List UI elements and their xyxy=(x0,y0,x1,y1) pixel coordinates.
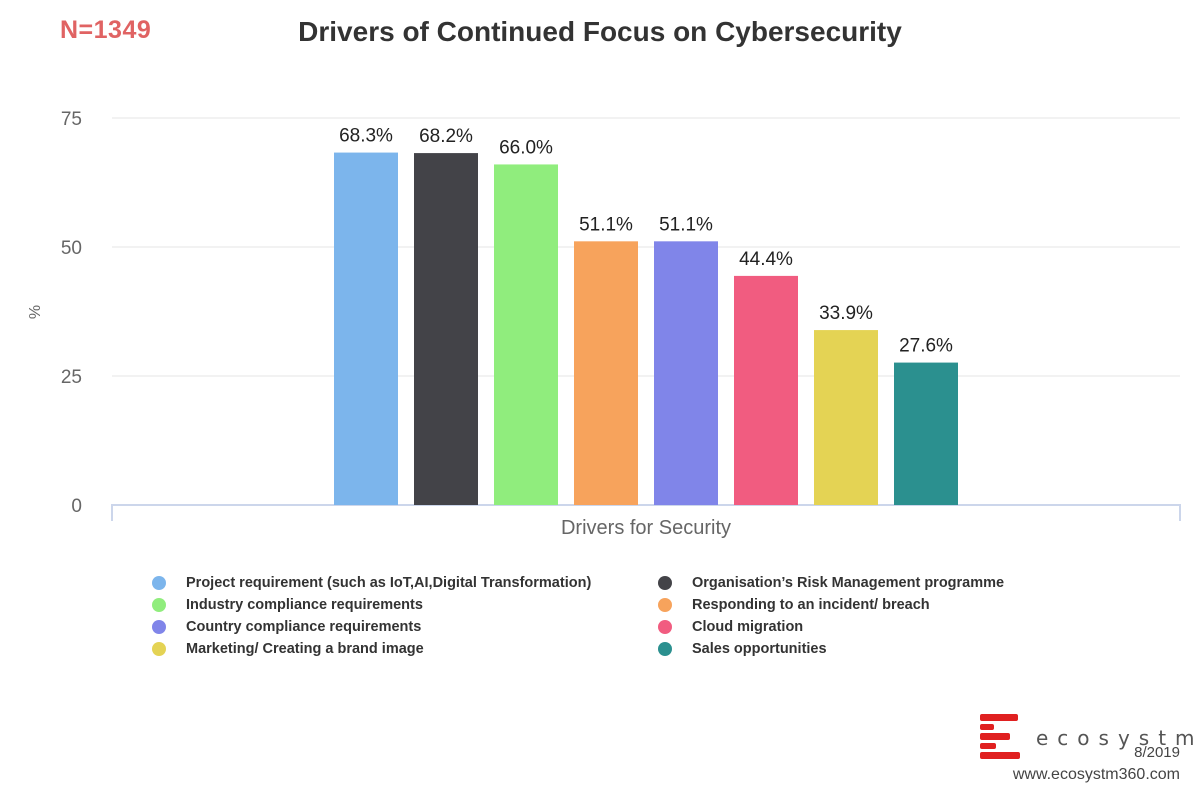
legend-dot-icon xyxy=(152,620,166,634)
sample-size-label: N=1349 xyxy=(60,16,152,44)
legend-label: Sales opportunities xyxy=(692,641,827,657)
brand-url[interactable]: www.ecosystm360.com xyxy=(1012,766,1180,783)
bar-chart: 0 25 50 75 68.3% 68.2% 66.0% 51.1% 51.1% 44.4% 33… xyxy=(27,109,1181,539)
legend-dot-icon xyxy=(658,642,672,656)
bar-2[interactable] xyxy=(414,153,478,505)
legend-label: Country compliance requirements xyxy=(186,619,422,635)
legend-item-7[interactable]: Marketing/ Creating a brand image xyxy=(152,640,658,658)
legend-item-6[interactable]: Cloud migration xyxy=(658,618,1098,636)
brand-name: ecosystm xyxy=(1036,726,1200,750)
x-axis-line xyxy=(111,504,1181,521)
legend-dot-icon xyxy=(658,576,672,590)
y-tick-label: 50 xyxy=(61,238,82,259)
legend-label: Project requirement (such as IoT,AI,Digi… xyxy=(186,575,592,591)
legend-dot-icon xyxy=(152,576,166,590)
data-label-2: 68.2% xyxy=(419,126,473,147)
legend-item-4[interactable]: Responding to an incident/ breach xyxy=(658,596,1098,614)
legend-item-3[interactable]: Industry compliance requirements xyxy=(152,596,658,614)
legend-dot-icon xyxy=(658,620,672,634)
legend-label: Organisation’s Risk Management programme xyxy=(692,575,1005,591)
chart-legend: Project requirement (such as IoT,AI,Digi… xyxy=(152,574,1112,658)
bar-5[interactable] xyxy=(654,241,718,505)
legend-label: Cloud migration xyxy=(692,619,804,635)
report-date: 8/2019 xyxy=(1134,744,1180,761)
data-label-8: 27.6% xyxy=(899,336,953,357)
y-axis-label: % xyxy=(27,305,44,319)
chart-title: Drivers of Continued Focus on Cybersecur… xyxy=(298,16,902,47)
legend-item-5[interactable]: Country compliance requirements xyxy=(152,618,658,636)
legend-item-8[interactable]: Sales opportunities xyxy=(658,640,1098,658)
data-label-7: 33.9% xyxy=(819,303,873,324)
bar-8[interactable] xyxy=(894,362,958,505)
legend-dot-icon xyxy=(152,598,166,612)
legend-dot-icon xyxy=(658,598,672,612)
legend-dot-icon xyxy=(152,642,166,656)
legend-label: Marketing/ Creating a brand image xyxy=(186,641,424,657)
legend-label: Responding to an incident/ breach xyxy=(692,597,930,613)
data-label-6: 44.4% xyxy=(739,249,793,270)
y-tick-label: 0 xyxy=(71,496,82,517)
bar-3[interactable] xyxy=(494,164,558,505)
y-tick-label: 75 xyxy=(61,109,82,130)
legend-item-1[interactable]: Project requirement (such as IoT,AI,Digi… xyxy=(152,574,658,592)
data-label-3: 66.0% xyxy=(499,137,553,158)
bar-4[interactable] xyxy=(574,241,638,505)
bar-7[interactable] xyxy=(814,330,878,505)
ecosystm-logo-icon xyxy=(980,714,1020,759)
legend-item-2[interactable]: Organisation’s Risk Management programme xyxy=(658,574,1098,592)
bar-1[interactable] xyxy=(334,152,398,505)
bar-6[interactable] xyxy=(734,275,798,505)
data-label-1: 68.3% xyxy=(339,126,393,147)
x-axis-label: Drivers for Security xyxy=(561,517,731,539)
data-label-5: 51.1% xyxy=(659,214,713,235)
data-label-4: 51.1% xyxy=(579,214,633,235)
y-tick-label: 25 xyxy=(61,367,82,388)
legend-label: Industry compliance requirements xyxy=(186,597,423,613)
